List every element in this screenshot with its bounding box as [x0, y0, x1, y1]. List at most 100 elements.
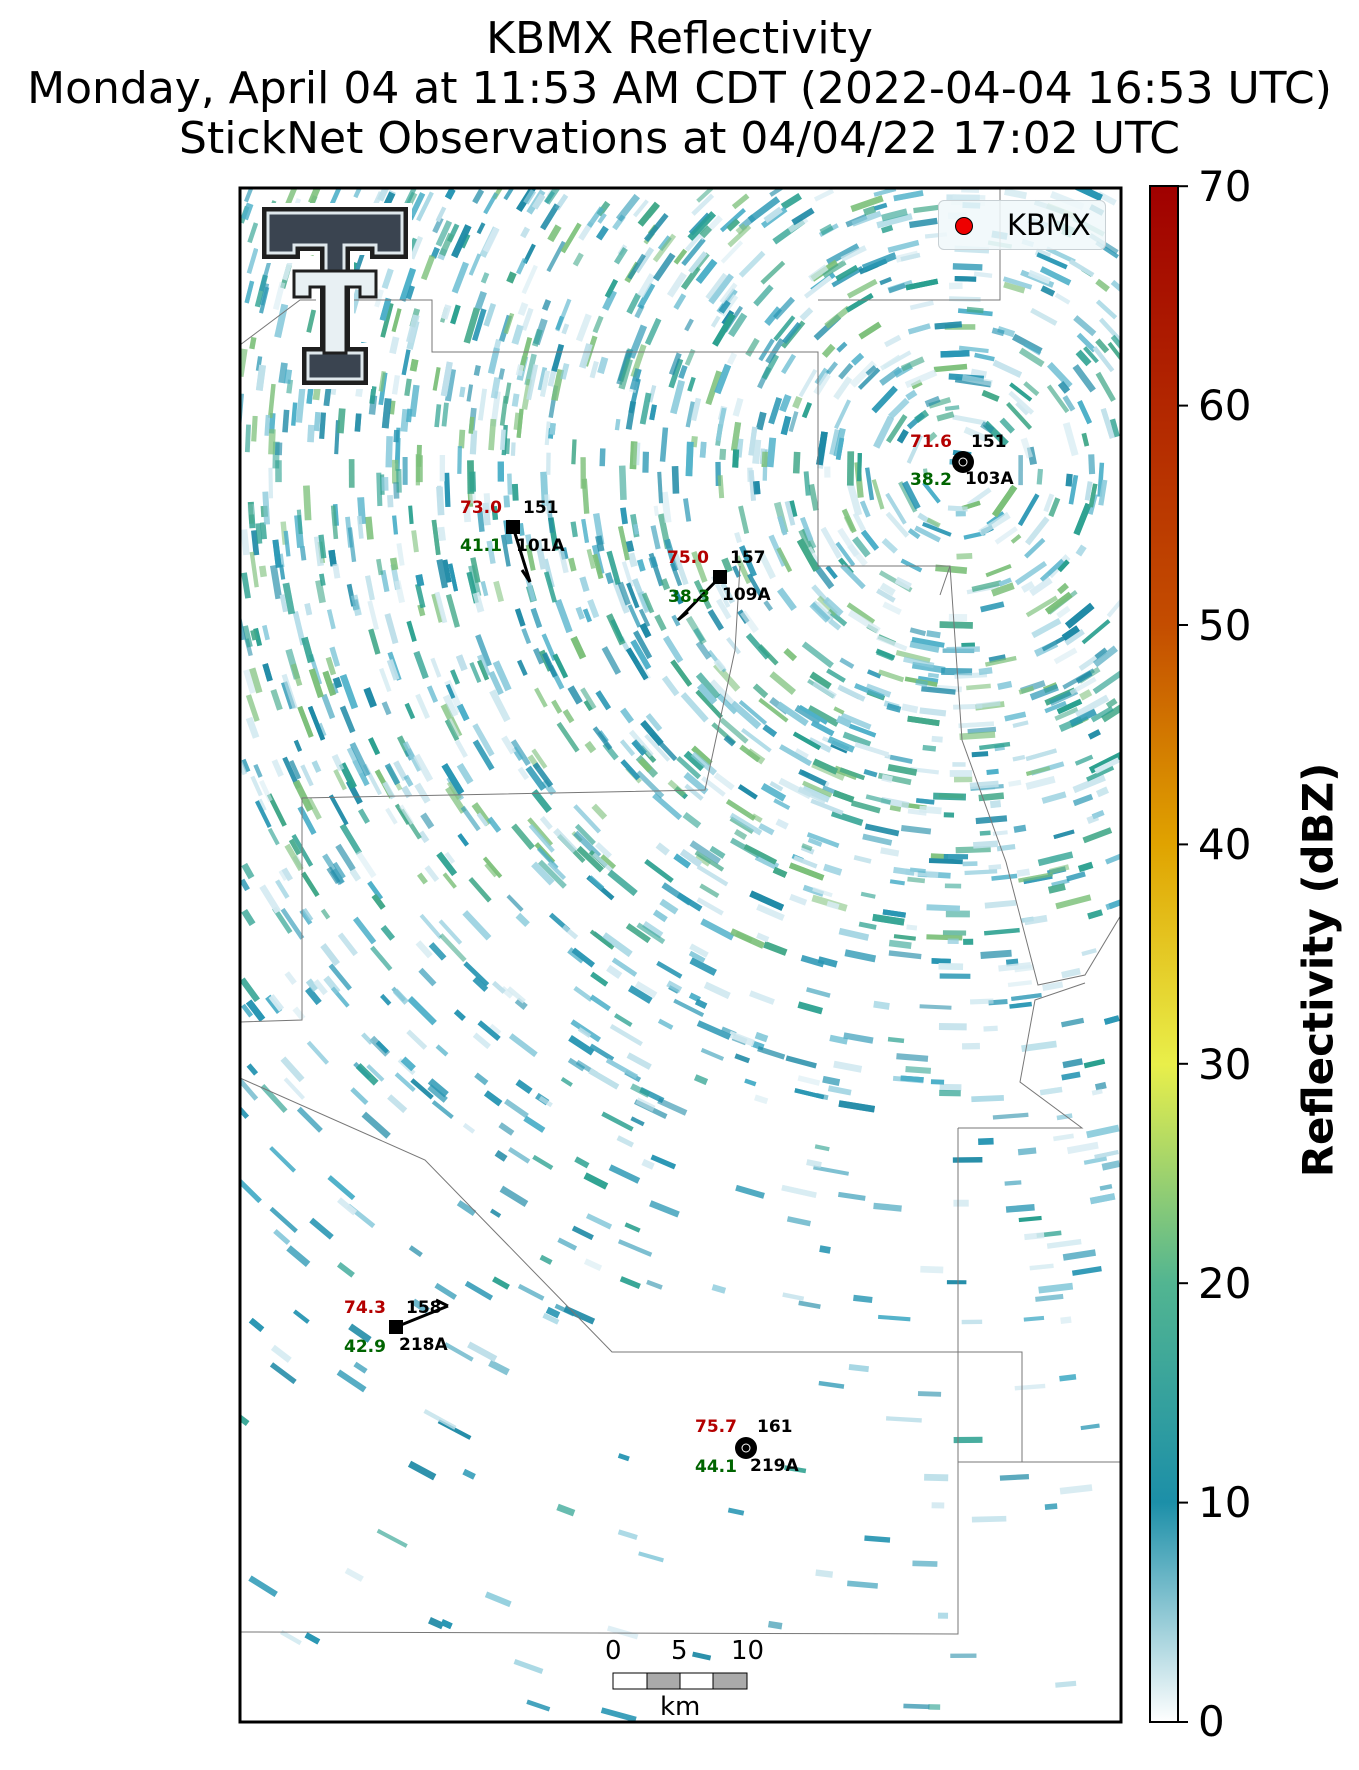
reflectivity-gate: [1094, 1081, 1107, 1091]
reflectivity-gate: [641, 592, 655, 614]
reflectivity-gate: [283, 1077, 306, 1100]
kbmx-marker-icon: [955, 217, 973, 235]
reflectivity-gate: [757, 1046, 786, 1060]
reflectivity-gate: [1056, 1113, 1073, 1121]
reflectivity-gate: [620, 759, 641, 781]
reflectivity-gate: [812, 887, 833, 898]
reflectivity-gate: [1044, 700, 1067, 714]
reflectivity-gate: [275, 460, 282, 483]
reflectivity-gate: [900, 1075, 924, 1083]
reflectivity-gate: [406, 408, 413, 423]
reflectivity-gate: [250, 775, 263, 797]
reflectivity-gate: [628, 729, 654, 758]
reflectivity-gate: [826, 900, 840, 910]
reflectivity-gate: [999, 417, 1015, 434]
reflectivity-gate: [320, 908, 331, 920]
reflectivity-gate: [575, 313, 592, 342]
reflectivity-gate: [563, 1305, 596, 1325]
reflectivity-gate: [418, 830, 430, 844]
reflectivity-gate: [919, 707, 947, 717]
reflectivity-gate: [645, 713, 663, 732]
reflectivity-gate: [547, 861, 567, 880]
scale-tick-0: 0: [605, 1636, 622, 1666]
reflectivity-gate: [920, 1265, 944, 1274]
reflectivity-gate: [834, 399, 852, 430]
reflectivity-gate: [392, 988, 409, 1005]
reflectivity-gate: [678, 364, 688, 379]
reflectivity-gate: [938, 963, 964, 971]
reflectivity-gate: [577, 1027, 592, 1038]
reflectivity-gate: [807, 837, 823, 847]
reflectivity-gate: [468, 416, 475, 434]
reflectivity-gate: [300, 764, 314, 787]
reflectivity-gate: [576, 845, 604, 873]
reflectivity-gate: [660, 491, 672, 523]
reflectivity-gate: [1053, 647, 1078, 665]
reflectivity-gate: [248, 1317, 265, 1333]
reflectivity-gate: [385, 436, 393, 468]
reflectivity-gate: [864, 1535, 891, 1543]
reflectivity-gate: [344, 1567, 364, 1582]
reflectivity-gate: [279, 594, 288, 613]
reflectivity-gate: [1062, 1058, 1083, 1069]
reflectivity-gate: [636, 922, 666, 945]
reflectivity-gate: [391, 308, 402, 333]
reflectivity-gate: [1015, 401, 1030, 416]
reflectivity-gate: [848, 723, 877, 738]
reflectivity-gate: [1095, 278, 1110, 292]
reflectivity-gate: [1074, 694, 1110, 718]
reflectivity-gate: [278, 869, 289, 881]
reflectivity-gate: [472, 308, 487, 342]
reflectivity-gate: [480, 272, 490, 284]
reflectivity-gate: [583, 1258, 603, 1272]
reflectivity-gate: [961, 1042, 980, 1050]
reflectivity-gate: [1025, 595, 1058, 618]
reflectivity-gate: [922, 468, 929, 481]
reflectivity-gate: [919, 805, 942, 815]
reflectivity-gate: [320, 943, 341, 967]
reflectivity-gate: [670, 379, 686, 415]
legend: KBMX: [938, 200, 1106, 250]
reflectivity-gate: [423, 1409, 457, 1430]
reflectivity-gate: [281, 673, 298, 710]
reflectivity-gate: [544, 421, 551, 446]
reflectivity-gate: [952, 194, 986, 200]
reflectivity-gate: [436, 559, 449, 589]
station-pressure: 151: [971, 432, 1007, 452]
reflectivity-gate: [872, 913, 905, 926]
reflectivity-gate: [888, 397, 910, 420]
reflectivity-gate: [673, 998, 705, 1018]
reflectivity-gate: [958, 721, 995, 729]
reflectivity-gate: [666, 271, 687, 298]
reflectivity-gate: [531, 861, 555, 886]
reflectivity-gate: [1008, 390, 1035, 415]
reflectivity-gate: [961, 374, 993, 387]
reflectivity-gate: [657, 1097, 688, 1116]
reflectivity-gate: [526, 364, 539, 401]
reflectivity-gate: [903, 1703, 930, 1710]
reflectivity-gate: [470, 557, 481, 584]
reflectivity-gate: [705, 272, 728, 301]
reflectivity-gate: [525, 765, 547, 791]
reflectivity-gate: [249, 667, 263, 694]
reflectivity-gate: [282, 582, 296, 615]
reflectivity-gate: [1039, 558, 1065, 582]
reflectivity-gate: [469, 430, 478, 455]
reflectivity-gate: [536, 846, 559, 870]
reflectivity-gate: [406, 314, 420, 344]
reflectivity-gate: [639, 622, 652, 639]
reflectivity-gate: [611, 577, 630, 614]
reflectivity-gate: [1068, 259, 1095, 278]
reflectivity-gate: [511, 393, 520, 407]
reflectivity-gate: [589, 994, 611, 1012]
reflectivity-gate: [1025, 765, 1051, 776]
reflectivity-gate: [1083, 1058, 1106, 1069]
reflectivity-gate: [1031, 617, 1062, 639]
reflectivity-gate: [944, 883, 962, 889]
reflectivity-gate: [653, 505, 659, 517]
reflectivity-gate: [432, 367, 441, 391]
reflectivity-gate: [299, 545, 307, 561]
reflectivity-gate: [525, 544, 536, 571]
reflectivity-gate: [274, 442, 283, 456]
reflectivity-gate: [683, 750, 705, 772]
